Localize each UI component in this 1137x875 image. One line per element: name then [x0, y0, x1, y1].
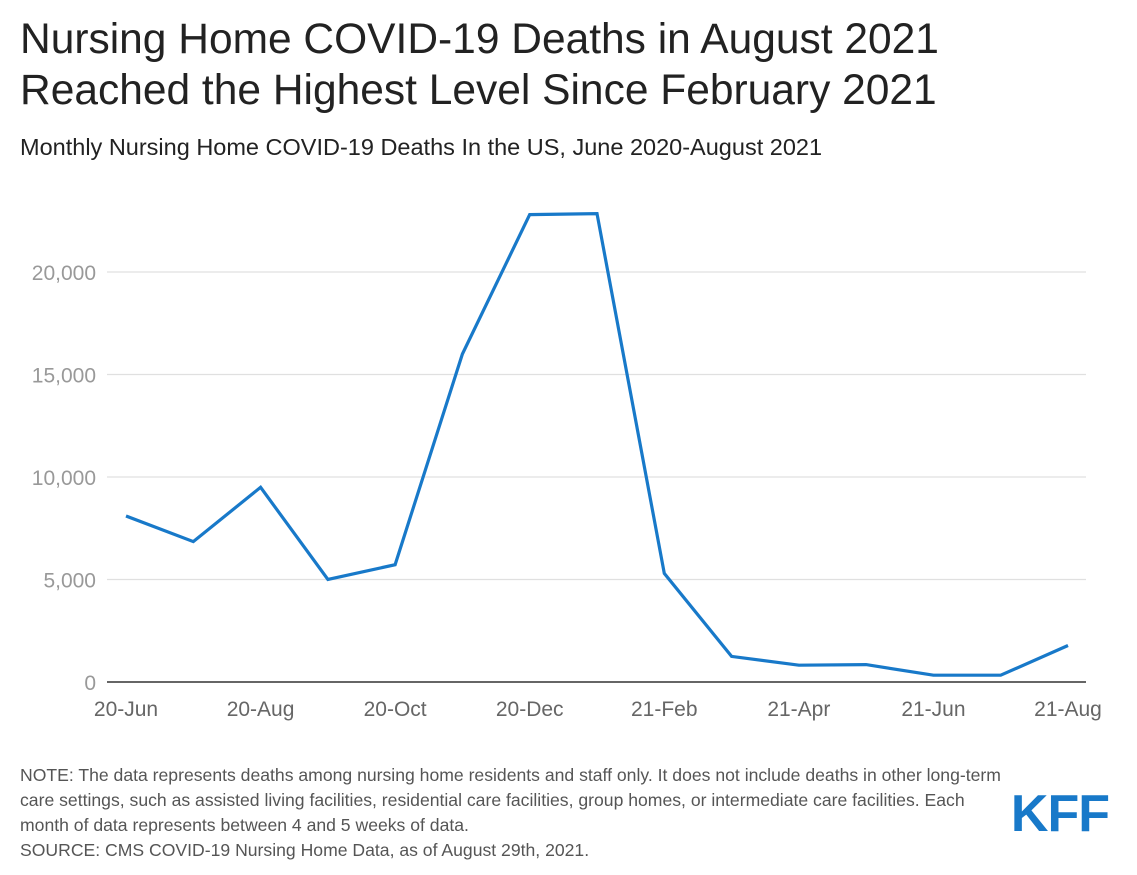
- x-tick-label: 20-Oct: [364, 698, 427, 721]
- kff-logo: KFF: [1010, 785, 1110, 843]
- y-tick-label: 15,000: [32, 365, 96, 388]
- x-tick-label: 21-Apr: [767, 698, 830, 721]
- x-tick-label: 21-Jun: [901, 698, 965, 721]
- series-layer: [125, 211, 1069, 677]
- y-tick-label: 20,000: [32, 262, 96, 285]
- chart-note: NOTE: The data represents deaths among n…: [20, 765, 1001, 835]
- series-line: [125, 211, 1069, 677]
- chart-title: Nursing Home COVID-19 Deaths in August 2…: [20, 16, 939, 114]
- y-tick-label: 10,000: [32, 467, 96, 490]
- chart-source: SOURCE: CMS COVID-19 Nursing Home Data, …: [20, 840, 590, 860]
- y-tick-label: 0: [84, 672, 96, 695]
- x-axis-ticks: 20-Jun 20-Aug 20-Oct 20-Dec 21-Feb 21-Apr 21-J…: [94, 698, 1102, 721]
- y-axis-ticks: 0 5,000 10,000 15,000 20,000: [32, 262, 96, 695]
- x-tick-label: 20-Jun: [94, 698, 158, 721]
- x-tick-label: 21-Feb: [631, 698, 698, 721]
- chart-subtitle: Monthly Nursing Home COVID-19 Deaths In …: [20, 134, 823, 160]
- x-tick-label: 20-Dec: [496, 698, 564, 721]
- x-tick-label: 20-Aug: [227, 698, 295, 721]
- y-tick-label: 5,000: [43, 570, 96, 593]
- gridlines: [107, 271, 1086, 581]
- x-tick-label: 21-Aug: [1034, 698, 1102, 721]
